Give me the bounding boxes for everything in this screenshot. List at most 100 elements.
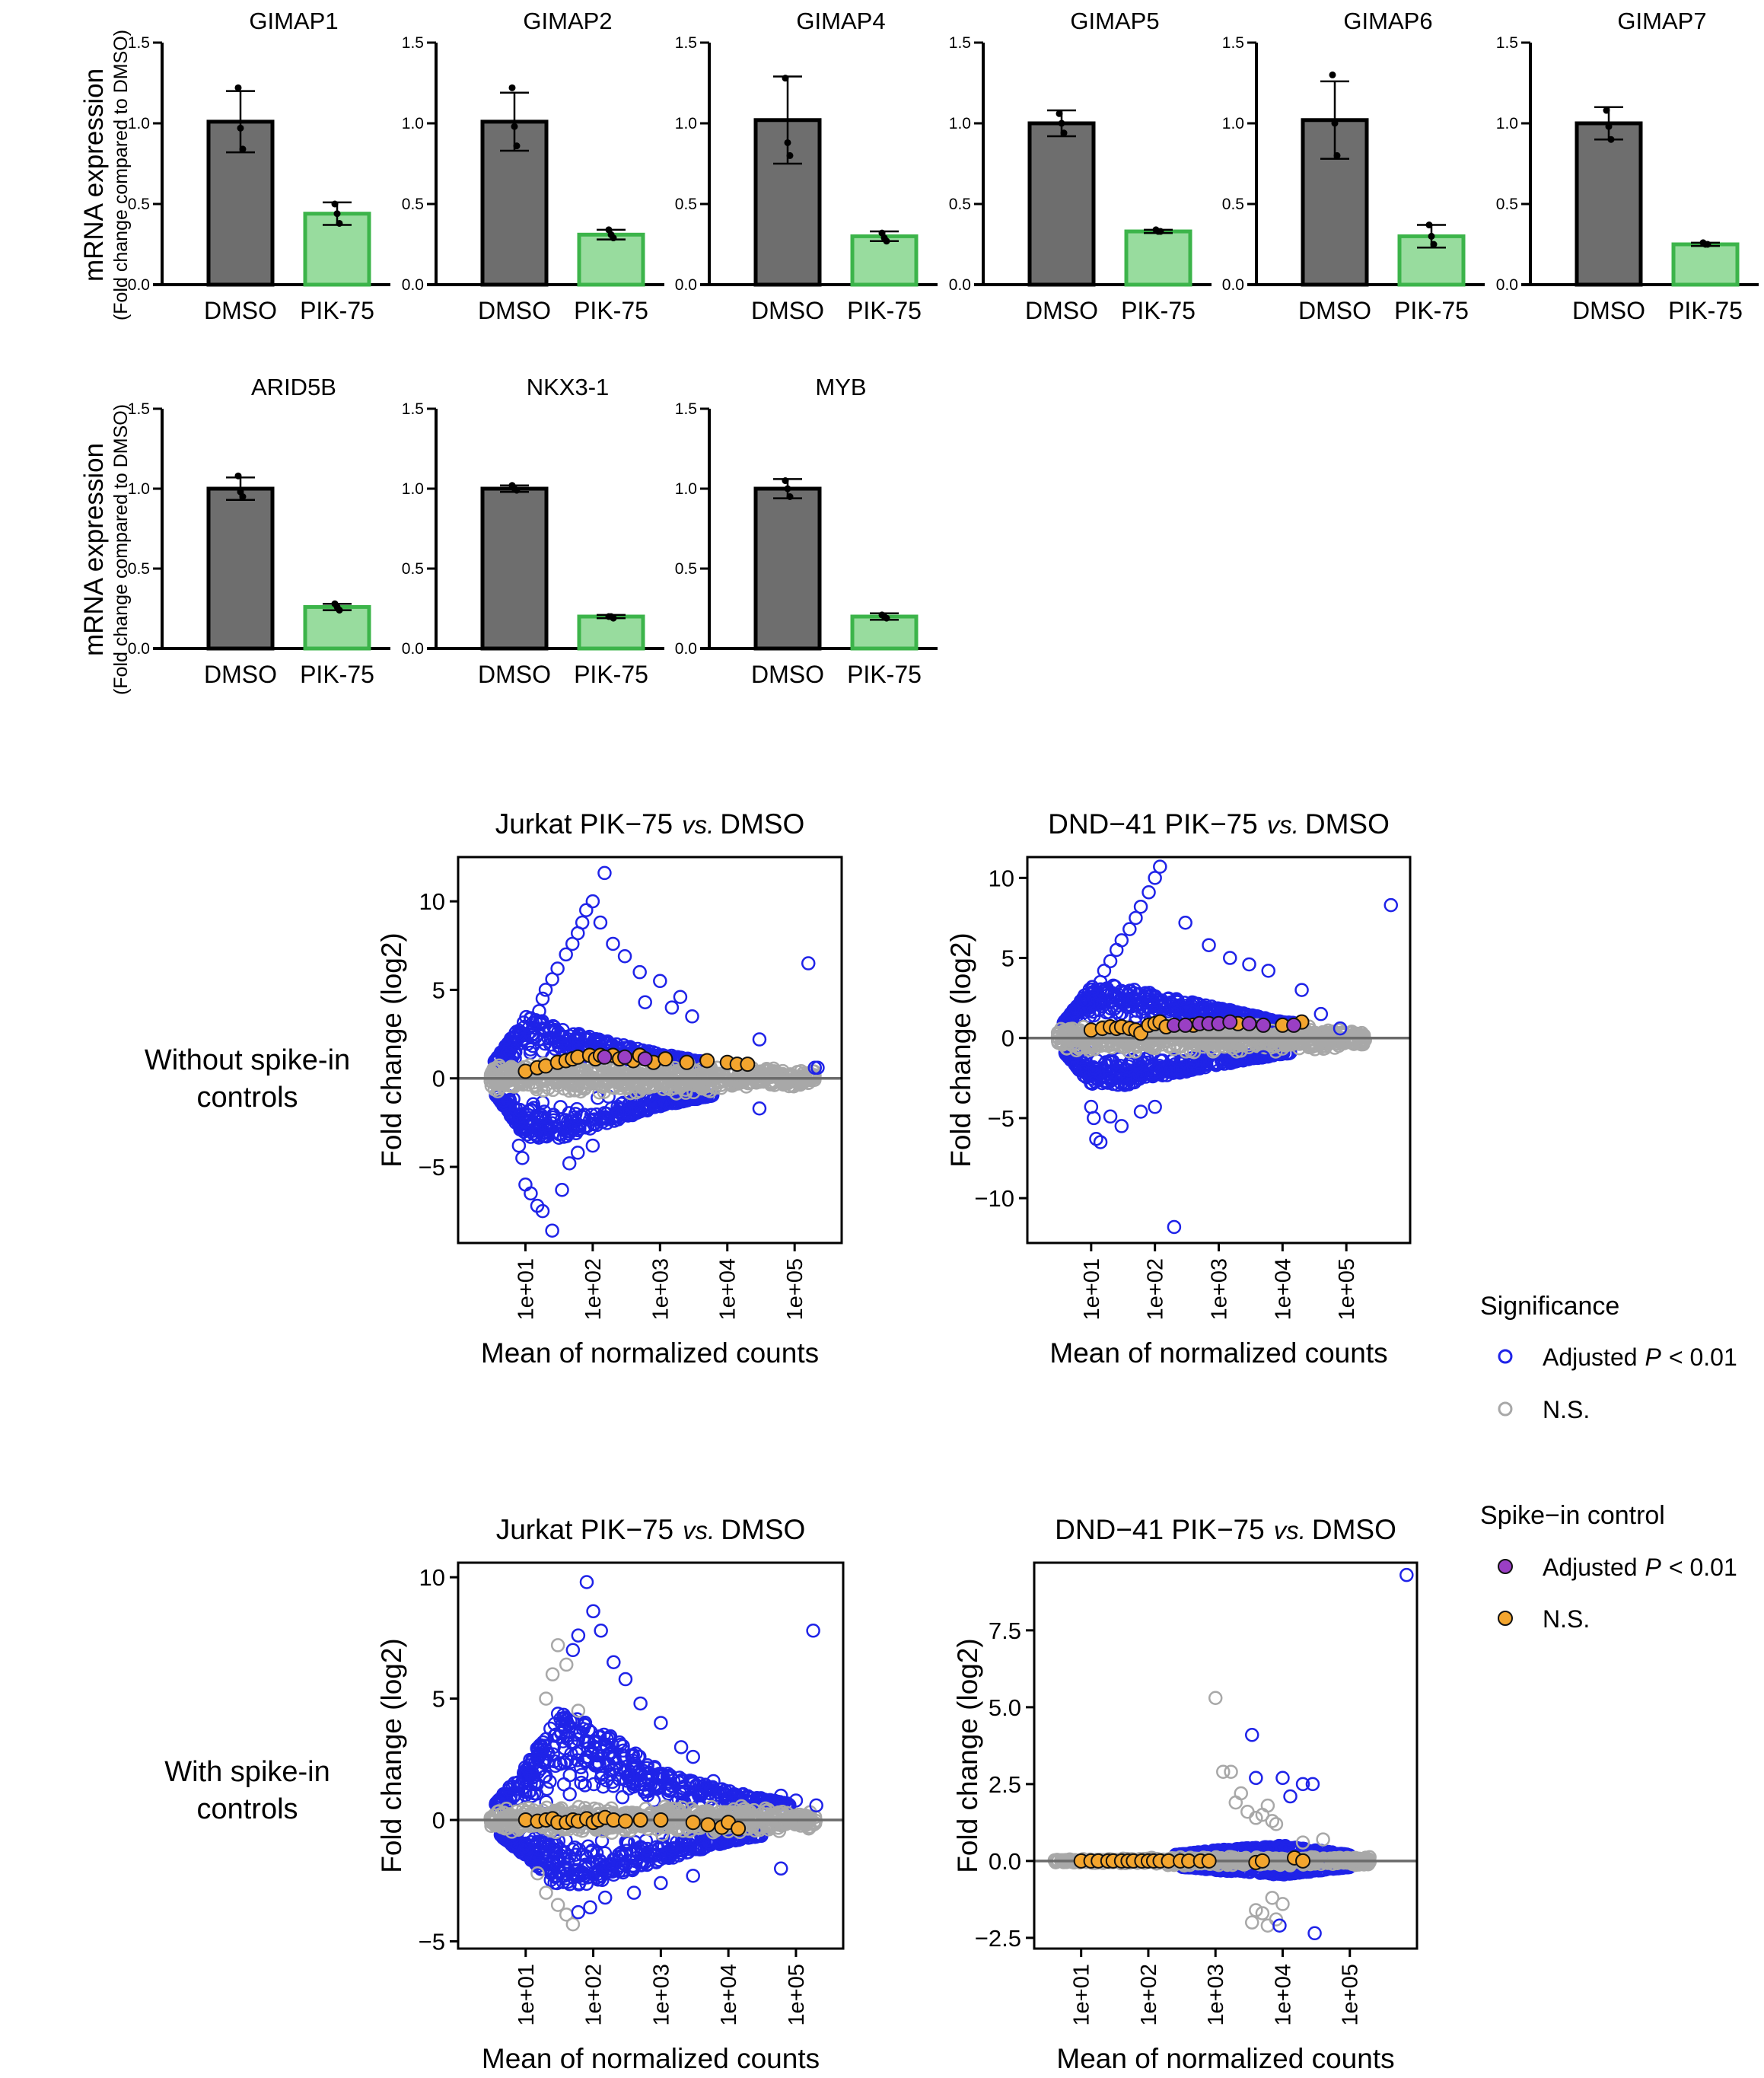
ma-point-ns — [493, 1060, 508, 1076]
row-label-with-line2: controls — [196, 1793, 298, 1825]
bar-chart-title: GIMAP4 — [796, 8, 885, 34]
bar-y-tick-label: 1.5 — [1222, 34, 1244, 52]
replicate-point — [1329, 71, 1336, 78]
ma-point-significant — [706, 1774, 721, 1789]
bar-pik-75 — [1671, 242, 1740, 287]
ma-point-significant — [579, 1575, 594, 1589]
ma-point-ns — [486, 1068, 501, 1082]
ma-point-significant — [593, 915, 608, 930]
ma-point-significant — [673, 1740, 689, 1755]
ma-point-significant — [562, 1156, 577, 1171]
row-label-with-line1: With spike-in — [164, 1756, 330, 1788]
ma-x-tick-label: 1e+02 — [581, 1258, 606, 1320]
ma-point-significant — [602, 1731, 617, 1746]
ma-point-significant — [571, 1146, 585, 1160]
ma-y-tick-label: 0 — [432, 1807, 445, 1834]
ma-point-ns — [774, 1076, 789, 1090]
replicate-point — [1704, 241, 1711, 248]
ma-x-tick-label: 1e+02 — [1144, 1258, 1168, 1320]
replicate-point — [610, 614, 617, 622]
ma-x-tick-label: 1e+01 — [514, 1258, 538, 1320]
ma-title-prefix: DND−41 PIK−75 — [1055, 1514, 1265, 1545]
replicate-point — [782, 75, 789, 82]
ma-point-significant — [625, 1749, 639, 1764]
replicate-point — [786, 493, 794, 500]
bar-category-label: PIK-75 — [1121, 297, 1196, 324]
ma-point-significant — [1196, 1000, 1212, 1015]
ma-x-tick-label: 1e+01 — [1080, 1258, 1104, 1320]
ma-title-prefix: Jurkat PIK−75 — [496, 1514, 673, 1545]
ma-point-significant — [1114, 933, 1129, 948]
ma-point-significant — [1170, 993, 1185, 1008]
ma-x-tick-label: 1e+05 — [1335, 1258, 1359, 1320]
ma-point-significant — [568, 1727, 583, 1742]
ma-y-tick-label: −5 — [419, 1928, 445, 1955]
ma-point-ns — [1128, 1044, 1143, 1059]
ma-point-significant — [801, 956, 816, 970]
ma-point-significant — [631, 1101, 646, 1116]
bar-category-label: PIK-75 — [300, 297, 374, 324]
ma-point-ns — [1061, 1023, 1076, 1037]
ma-point-ns — [779, 1817, 793, 1831]
ma-point-ns — [539, 1885, 553, 1900]
ma-point-significant — [540, 1856, 555, 1871]
ma-x-tick-label: 1e+02 — [582, 1964, 607, 2025]
ma-y-tick-label: 10 — [989, 865, 1014, 891]
ma-point-significant — [617, 1107, 632, 1122]
ma-point-significant — [609, 1755, 623, 1770]
ma-point-significant — [570, 1101, 584, 1117]
ma-point-ns — [796, 1809, 811, 1824]
bar-y-tick-label: 0.0 — [949, 276, 971, 294]
ma-point-ns — [501, 1821, 516, 1835]
bar-y-title-row2-line1: mRNA expression — [79, 443, 109, 656]
bar-category-label: DMSO — [751, 661, 824, 688]
ma-point-significant — [1103, 1109, 1118, 1124]
ma-point-significant — [618, 1672, 633, 1687]
ma-point-ns — [597, 1066, 611, 1082]
ma-x-tick-label: 1e+04 — [717, 1964, 741, 2025]
replicate-point — [511, 123, 518, 130]
bar-category-label: DMSO — [204, 661, 277, 688]
ma-point-significant — [1333, 1021, 1348, 1036]
ma-point-ns — [791, 1075, 807, 1089]
spike-in-ns — [658, 1051, 673, 1067]
ma-point-significant — [1256, 1050, 1271, 1065]
ma-point-significant — [632, 964, 647, 980]
ma-y-tick-label: 10 — [419, 1564, 445, 1591]
ma-point-significant — [1383, 897, 1399, 913]
bar-y-tick-label: 1.5 — [402, 34, 424, 52]
spike-in-significant — [1241, 1015, 1257, 1031]
replicate-point — [1603, 107, 1610, 114]
ma-point-significant — [1204, 999, 1219, 1014]
replicate-point — [1430, 241, 1438, 248]
replicate-point — [1605, 123, 1613, 130]
ma-point-ns — [1351, 1027, 1366, 1041]
bar-category-label: PIK-75 — [1394, 297, 1469, 324]
replicate-point — [1331, 120, 1339, 127]
ma-point-significant — [1087, 1061, 1102, 1076]
ma-point-ns — [530, 1866, 545, 1881]
bar-chart-title: NKX3-1 — [527, 374, 610, 400]
ma-point-ns — [1081, 1043, 1097, 1057]
ma-point-significant — [618, 1858, 633, 1872]
ma-point-significant — [586, 1604, 600, 1619]
ma-point-significant — [587, 1777, 601, 1792]
ma-point-significant — [502, 1782, 517, 1797]
ma-point-significant — [634, 1858, 649, 1872]
ma-point-significant — [1132, 1066, 1147, 1082]
ma-point-significant — [1186, 1060, 1201, 1074]
ma-point-significant — [1085, 982, 1100, 997]
ma-point-significant — [546, 1018, 561, 1034]
replicate-point — [786, 151, 794, 159]
ma-point-significant — [646, 1793, 661, 1808]
ma-point-significant — [589, 1846, 604, 1860]
ma-point-ns — [571, 1704, 586, 1718]
replicate-point — [883, 237, 890, 245]
ma-point-significant — [575, 915, 590, 930]
bar-category-label: PIK-75 — [574, 297, 648, 324]
ma-point-significant — [1084, 1099, 1099, 1114]
bar-y-tick-label: 1.0 — [402, 115, 424, 132]
ma-point-significant — [512, 1027, 527, 1041]
ma-point-significant — [1105, 1053, 1120, 1069]
